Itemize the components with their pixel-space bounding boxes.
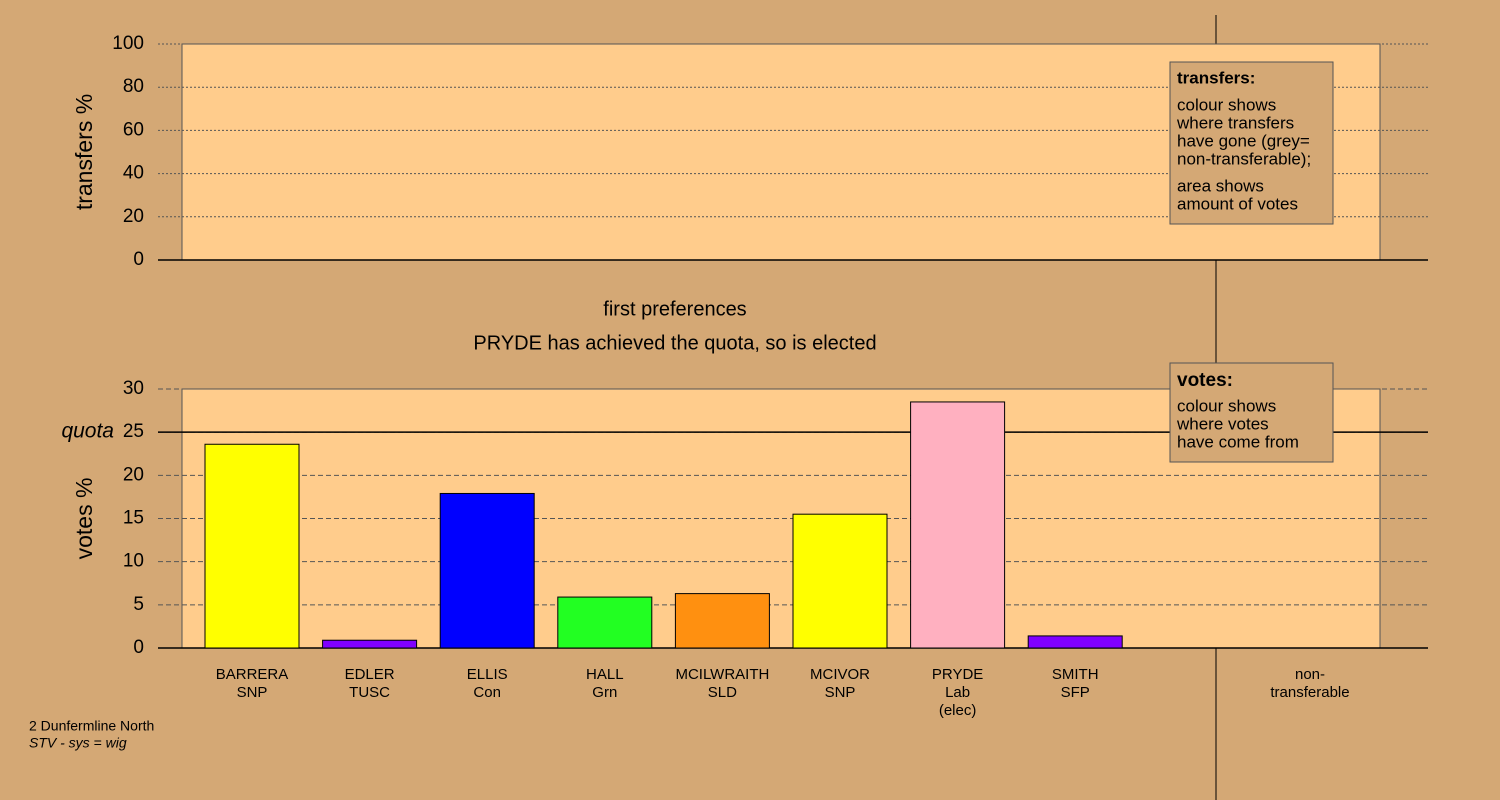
x-tick-label: Con [473, 684, 501, 701]
legend-title: votes: [1177, 370, 1233, 391]
y-axis-label: votes % [71, 478, 97, 560]
x-tick-label: (elec) [939, 702, 977, 719]
x-tick-label: SLD [708, 684, 737, 701]
constituency: 2 Dunfermline North [29, 718, 154, 734]
bar [557, 596, 653, 649]
y-tick-label: 15 [123, 508, 144, 529]
x-tick-label: non- [1295, 666, 1325, 683]
x-tick-label: SMITH [1052, 666, 1099, 683]
y-tick-label: 80 [123, 76, 144, 97]
y-tick-label: 20 [123, 206, 144, 227]
y-tick-label: 5 [133, 594, 144, 615]
y-tick-label: 0 [133, 637, 144, 658]
bar [204, 443, 300, 649]
bar [1027, 635, 1123, 649]
bar [439, 492, 535, 649]
x-tick-label: Lab [945, 684, 970, 701]
y-tick-label: 60 [123, 119, 144, 140]
legend-box [1169, 362, 1334, 463]
y-tick-label: 40 [123, 163, 144, 184]
x-tick-label: EDLER [345, 666, 395, 683]
legend-box [1169, 61, 1334, 225]
bar [322, 639, 418, 649]
bar [674, 593, 770, 649]
chart-title: first preferences [603, 298, 746, 320]
legend-text: where transfers [1176, 113, 1294, 132]
quota-label: quota [61, 420, 114, 443]
x-tick-label: transferable [1270, 684, 1349, 701]
y-axis-label: transfers % [71, 94, 97, 210]
legend-text: area shows [1177, 176, 1264, 195]
y-tick-label: 0 [133, 249, 144, 270]
x-tick-label: MCIVOR [810, 666, 870, 683]
x-tick-label: SNP [825, 684, 856, 701]
x-tick-label: BARRERA [216, 666, 289, 683]
x-tick-label: TUSC [349, 684, 390, 701]
legend-text: colour shows [1177, 396, 1276, 415]
bar [792, 513, 888, 649]
chart-subtitle: PRYDE has achieved the quota, so is elec… [473, 332, 876, 354]
y-tick-label: 10 [123, 551, 144, 572]
legend-title: transfers: [1177, 68, 1255, 87]
legend-text: have come from [1177, 432, 1299, 451]
system: STV - sys = wig [29, 735, 127, 751]
legend-text: amount of votes [1177, 194, 1298, 213]
x-tick-label: Grn [592, 684, 617, 701]
legend-text: where votes [1176, 414, 1269, 433]
y-tick-label: 25 [123, 421, 144, 442]
legend-text: non-transferable); [1177, 149, 1311, 168]
bar [910, 401, 1006, 649]
y-tick-label: 100 [112, 33, 144, 54]
x-tick-label: PRYDE [932, 666, 983, 683]
x-tick-label: SNP [237, 684, 268, 701]
legend-text: have gone (grey= [1177, 131, 1310, 150]
x-tick-label: HALL [586, 666, 624, 683]
x-tick-label: SFP [1061, 684, 1090, 701]
y-tick-label: 30 [123, 378, 144, 399]
legend-text: colour shows [1177, 95, 1276, 114]
y-tick-label: 20 [123, 464, 144, 485]
x-tick-label: MCILWRAITH [675, 666, 769, 683]
x-tick-label: ELLIS [467, 666, 508, 683]
